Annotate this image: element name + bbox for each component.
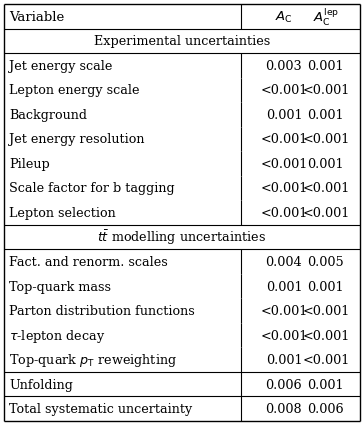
Text: Lepton selection: Lepton selection bbox=[9, 207, 116, 219]
Text: <0.001: <0.001 bbox=[302, 182, 349, 195]
Text: <0.001: <0.001 bbox=[260, 207, 308, 219]
Text: Top-quark $p_{\mathrm{T}}$ reweighting: Top-quark $p_{\mathrm{T}}$ reweighting bbox=[9, 351, 177, 368]
Text: 0.001: 0.001 bbox=[266, 109, 302, 122]
Text: Jet energy scale: Jet energy scale bbox=[9, 60, 112, 73]
Text: 0.001: 0.001 bbox=[308, 60, 344, 73]
Text: Jet energy resolution: Jet energy resolution bbox=[9, 133, 145, 146]
Text: 0.001: 0.001 bbox=[308, 280, 344, 293]
Text: 0.006: 0.006 bbox=[308, 402, 344, 415]
Text: <0.001: <0.001 bbox=[302, 133, 349, 146]
Text: 0.006: 0.006 bbox=[266, 378, 302, 391]
Text: <0.001: <0.001 bbox=[260, 84, 308, 97]
Text: $A_{\mathrm{C}}$: $A_{\mathrm{C}}$ bbox=[275, 10, 293, 25]
Text: $t\bar{t}$ modelling uncertainties: $t\bar{t}$ modelling uncertainties bbox=[98, 228, 266, 247]
Text: Fact. and renorm. scales: Fact. and renorm. scales bbox=[9, 256, 168, 268]
Text: <0.001: <0.001 bbox=[302, 84, 349, 97]
Text: 0.004: 0.004 bbox=[266, 256, 302, 268]
Text: 0.001: 0.001 bbox=[266, 280, 302, 293]
Text: <0.001: <0.001 bbox=[260, 329, 308, 342]
Text: Background: Background bbox=[9, 109, 87, 122]
Text: 0.001: 0.001 bbox=[308, 109, 344, 122]
Text: Scale factor for b tagging: Scale factor for b tagging bbox=[9, 182, 175, 195]
Text: <0.001: <0.001 bbox=[260, 182, 308, 195]
Text: <0.001: <0.001 bbox=[302, 207, 349, 219]
Text: Unfolding: Unfolding bbox=[9, 378, 73, 391]
Text: 0.003: 0.003 bbox=[266, 60, 302, 73]
Text: 0.005: 0.005 bbox=[308, 256, 344, 268]
Text: Variable: Variable bbox=[9, 11, 64, 24]
Text: <0.001: <0.001 bbox=[260, 158, 308, 170]
Text: <0.001: <0.001 bbox=[302, 304, 349, 317]
Text: <0.001: <0.001 bbox=[302, 353, 349, 366]
Text: 0.001: 0.001 bbox=[308, 378, 344, 391]
Text: Parton distribution functions: Parton distribution functions bbox=[9, 304, 195, 317]
Text: Top-quark mass: Top-quark mass bbox=[9, 280, 111, 293]
Text: Total systematic uncertainty: Total systematic uncertainty bbox=[9, 402, 192, 415]
Text: <0.001: <0.001 bbox=[260, 304, 308, 317]
Text: Experimental uncertainties: Experimental uncertainties bbox=[94, 35, 270, 48]
Text: Pileup: Pileup bbox=[9, 158, 50, 170]
Text: $A_{\mathrm{C}}^{\mathrm{lep}}$: $A_{\mathrm{C}}^{\mathrm{lep}}$ bbox=[313, 7, 339, 28]
Text: 0.008: 0.008 bbox=[266, 402, 302, 415]
Text: $\tau$-lepton decay: $\tau$-lepton decay bbox=[9, 327, 106, 344]
Text: <0.001: <0.001 bbox=[260, 133, 308, 146]
Text: 0.001: 0.001 bbox=[266, 353, 302, 366]
Text: 0.001: 0.001 bbox=[308, 158, 344, 170]
Text: Lepton energy scale: Lepton energy scale bbox=[9, 84, 140, 97]
Text: <0.001: <0.001 bbox=[302, 329, 349, 342]
